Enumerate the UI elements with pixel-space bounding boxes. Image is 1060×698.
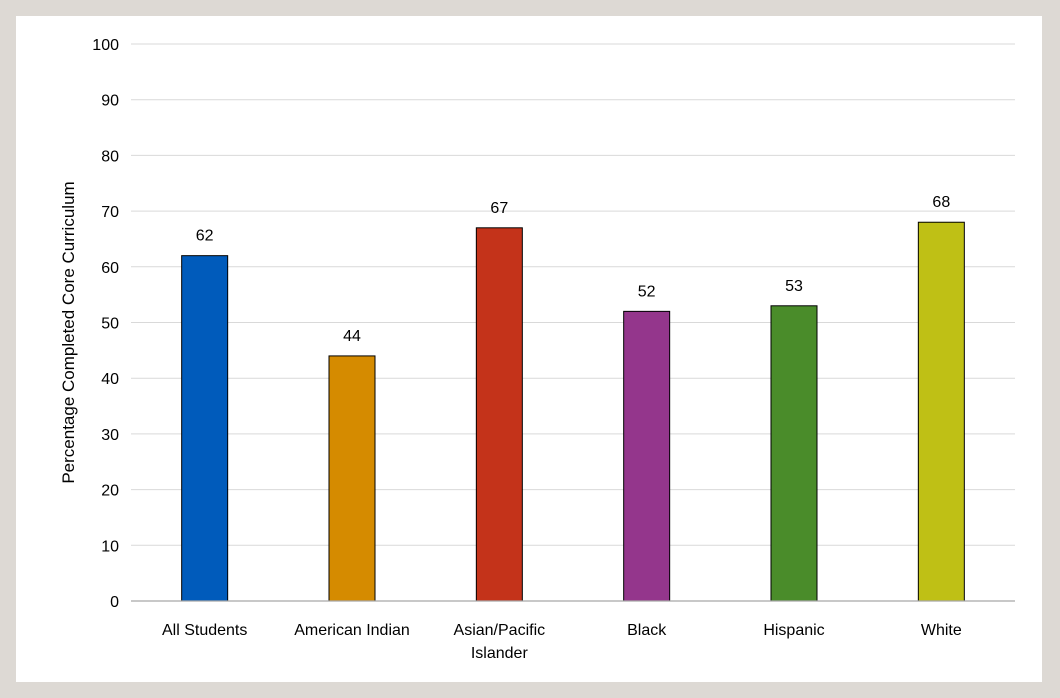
- y-tick-label: 80: [101, 148, 119, 165]
- bar: [623, 310, 671, 602]
- y-tick-label: 0: [110, 594, 119, 611]
- data-label: 52: [638, 283, 656, 300]
- gridlines: [131, 43, 1015, 546]
- data-label: 62: [196, 228, 214, 245]
- data-label: 44: [343, 328, 361, 345]
- category-label: Hispanic: [763, 622, 824, 639]
- y-tick-label: 90: [101, 93, 119, 110]
- bars: [181, 221, 965, 602]
- y-tick-label: 70: [101, 204, 119, 221]
- category-label: All Students: [162, 622, 247, 639]
- bar: [917, 221, 965, 602]
- y-tick-label: 40: [101, 371, 119, 388]
- bar: [475, 227, 523, 602]
- chart-panel: 0 10 20 30 40 50 60 70 80 90 100 62 44 67 52 53 68 All …: [16, 16, 1042, 682]
- category-label: Asian/Pacific: [454, 622, 546, 639]
- y-tick-labels: 0 10 20 30 40 50 60 70 80 90 100: [92, 37, 119, 611]
- category-label: Islander: [471, 645, 529, 662]
- data-label: 67: [490, 200, 508, 217]
- category-label: American Indian: [294, 622, 410, 639]
- bar-chart: 0 10 20 30 40 50 60 70 80 90 100 62 44 67 52 53 68 All …: [59, 37, 1015, 662]
- y-tick-label: 50: [101, 316, 119, 333]
- category-label: Black: [627, 622, 667, 639]
- y-axis-title: Percentage Completed Core Curriculum: [59, 181, 78, 483]
- category-label: White: [921, 622, 962, 639]
- y-tick-label: 20: [101, 483, 119, 500]
- data-label: 68: [932, 194, 950, 211]
- bar: [328, 355, 376, 602]
- y-tick-label: 100: [92, 37, 119, 54]
- y-tick-label: 10: [101, 538, 119, 555]
- data-labels: 62 44 67 52 53 68: [196, 194, 951, 345]
- x-category-labels: All Students American Indian Asian/Pacific…: [162, 622, 962, 662]
- y-tick-label: 30: [101, 427, 119, 444]
- y-tick-label: 60: [101, 260, 119, 277]
- data-label: 53: [785, 278, 803, 295]
- bar: [181, 255, 229, 602]
- bar: [770, 305, 818, 602]
